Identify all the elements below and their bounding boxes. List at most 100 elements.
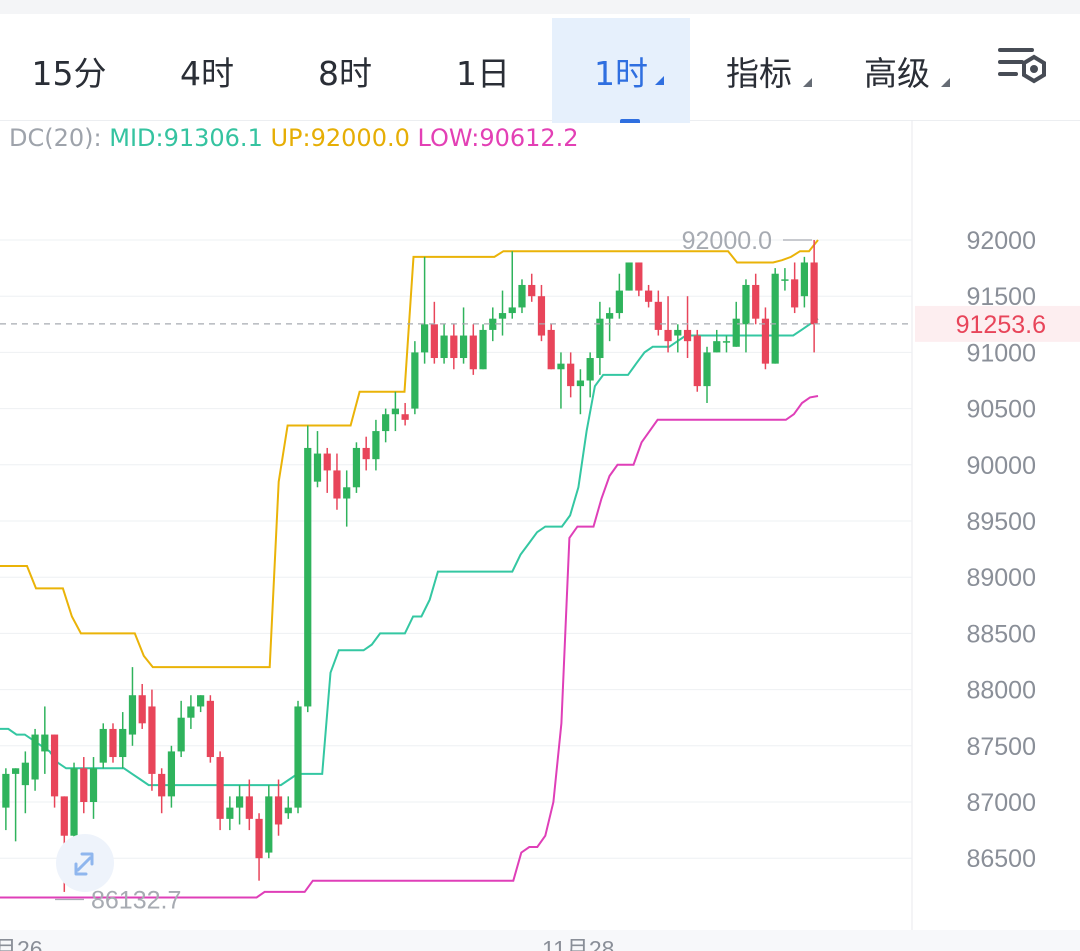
candle-body [508, 307, 516, 314]
candle-body [245, 796, 253, 819]
tab-8h[interactable]: 8时 [276, 18, 414, 123]
candlestick [489, 307, 497, 342]
price-tick-label: 91000 [966, 339, 1036, 367]
tab-1h[interactable]: 1时 [552, 18, 690, 123]
candlestick [771, 268, 779, 364]
candlestick [265, 785, 273, 859]
candle-body [158, 773, 166, 797]
timeframe-tab-bar [0, 14, 1080, 121]
candle-body [226, 807, 234, 819]
candlestick [313, 431, 322, 488]
candle-body [352, 447, 361, 488]
expand-chart-button[interactable] [56, 834, 114, 892]
chart-settings-icon[interactable] [996, 44, 1048, 92]
donchian-mid-band [0, 317, 819, 787]
candle-body [391, 408, 399, 415]
candle-body [635, 262, 643, 291]
candlestick [430, 301, 438, 364]
candle-body [450, 335, 458, 359]
candle-body [274, 796, 283, 825]
dropdown-triangle-icon [941, 78, 950, 87]
price-tick-label: 86500 [966, 845, 1036, 873]
candle-body [430, 324, 438, 359]
dropdown-triangle-icon [655, 76, 664, 85]
candlestick [800, 256, 808, 308]
tab-indicators[interactable]: 指标 [690, 18, 828, 123]
candlestick [781, 268, 789, 291]
indicator-low-value: LOW:90612.2 [417, 124, 579, 152]
indicator-mid-value: MID:91306.1 [109, 124, 263, 152]
candlestick [323, 447, 331, 493]
candle-body [372, 431, 380, 460]
candle-body [664, 329, 672, 342]
candlestick [80, 757, 88, 814]
candlestick [158, 768, 166, 814]
candlestick [479, 324, 487, 370]
candle-body [713, 341, 721, 353]
price-tick-label: 88000 [966, 677, 1036, 705]
candle-body [781, 279, 789, 281]
max-price-label: 92000.0 [682, 227, 772, 255]
candlestick [12, 768, 20, 842]
price-tick-label: 88500 [966, 620, 1036, 648]
tab-advanced[interactable]: 高级 [828, 18, 966, 123]
candlestick [138, 683, 146, 729]
time-axis-label: 月26 [0, 936, 43, 951]
candle-body [469, 335, 477, 370]
candle-body [752, 284, 760, 319]
candlestick [586, 352, 594, 398]
candlestick [674, 324, 682, 353]
tab-4h[interactable]: 4时 [138, 18, 276, 123]
expand-arrows-icon [74, 852, 94, 876]
candlestick [89, 757, 98, 819]
donchian-indicator-legend: DC(20): MID:91306.1 UP:92000.0 LOW:90612… [9, 124, 579, 152]
candle-body [703, 352, 711, 387]
candle-body [80, 768, 88, 802]
candlestick [274, 779, 283, 836]
candle-body [119, 728, 127, 758]
candlestick [362, 436, 370, 471]
candlestick [304, 425, 312, 713]
tab-label: 1时 [594, 53, 648, 93]
candle-body [596, 318, 604, 359]
candlestick [235, 785, 244, 825]
candle-body [2, 773, 10, 808]
candle-body [128, 695, 137, 735]
candle-body [518, 284, 526, 308]
candlestick [459, 307, 468, 364]
candle-body [411, 352, 419, 409]
candlestick [752, 273, 760, 325]
candlestick [352, 442, 361, 493]
candlestick [654, 290, 662, 336]
candle-body [732, 318, 740, 347]
candle-body [313, 453, 322, 482]
tab-15min[interactable]: 15分 [0, 18, 138, 123]
candle-body [537, 296, 546, 336]
candle-body [810, 262, 818, 325]
candle-body [21, 762, 29, 786]
price-tick-label: 89500 [966, 508, 1036, 536]
candle-body [187, 706, 195, 718]
candlestick [31, 728, 39, 791]
candle-body [654, 301, 662, 330]
candlestick [382, 408, 390, 443]
candlestick [567, 352, 575, 398]
candle-body [401, 414, 409, 420]
tab-1d[interactable]: 1日 [414, 18, 552, 123]
candlestick [518, 279, 526, 314]
tab-label: 1日 [456, 53, 510, 93]
tab-label: 指标 [726, 53, 792, 93]
candlestick [255, 813, 263, 881]
candle-body [99, 728, 107, 763]
candle-body [333, 470, 341, 499]
candle-body [440, 335, 448, 359]
candle-body [683, 329, 692, 342]
candle-body [206, 700, 214, 758]
candlestick [722, 335, 731, 353]
active-tab-indicator [620, 119, 640, 123]
current-price-badge [915, 305, 1080, 342]
candle-body [255, 818, 263, 859]
candle-body [12, 768, 20, 774]
candle-body [60, 796, 68, 836]
